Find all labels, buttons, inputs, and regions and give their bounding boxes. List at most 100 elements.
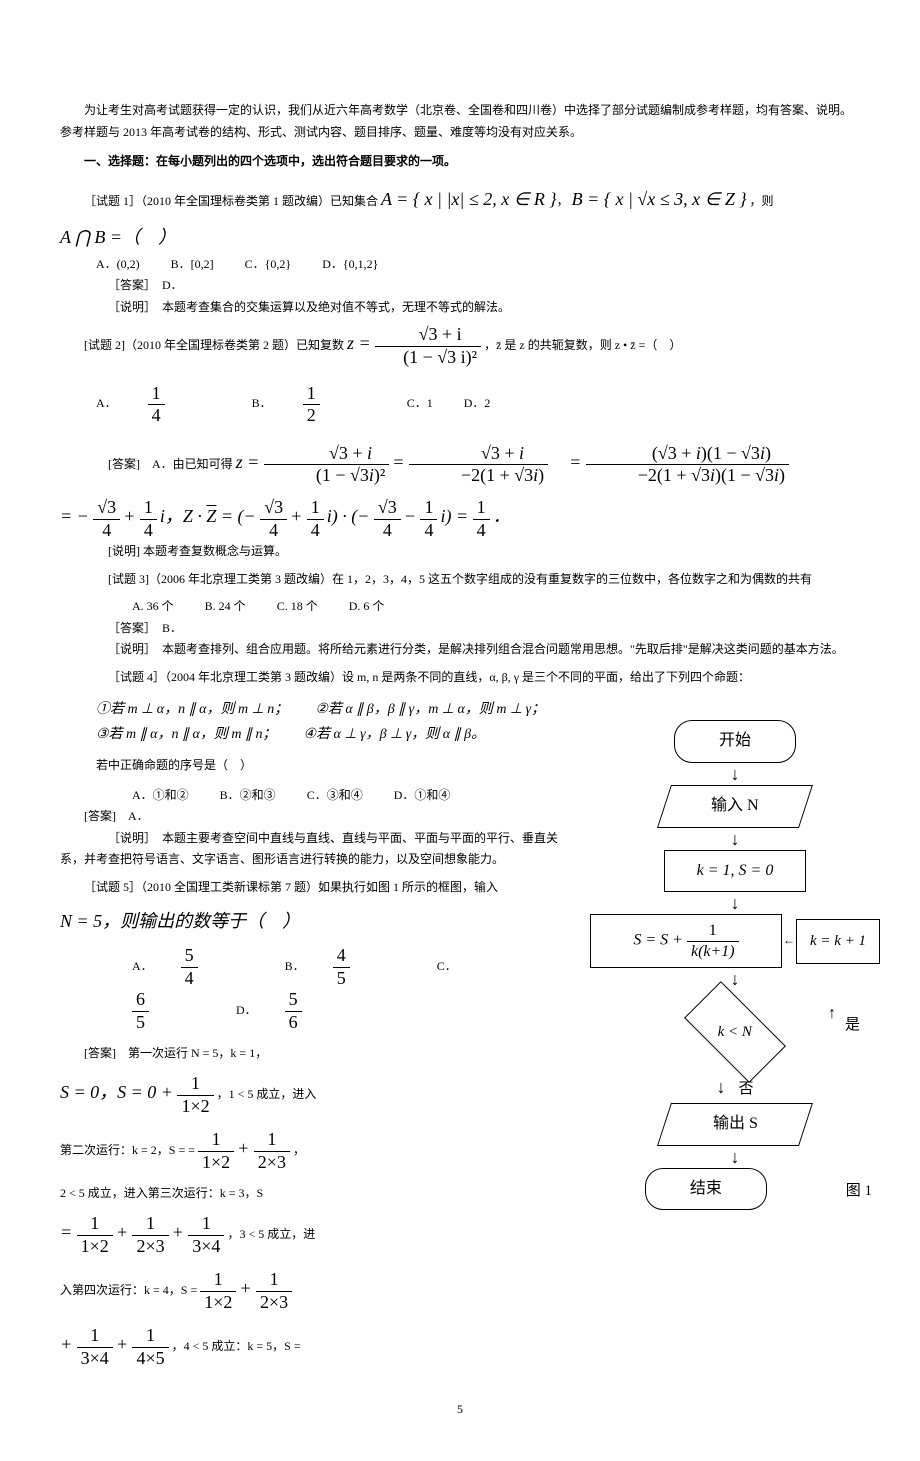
arrow-down-icon: ↓ [590, 765, 880, 783]
d: k(k+1) [691, 943, 735, 960]
q4-opt-d: D．①和④ [394, 788, 451, 802]
text: 第二次运行：k = 2，S = = [60, 1143, 198, 1157]
fc-caption: 图 1 [846, 1178, 880, 1205]
q1-opt-b: B．[0,2] [171, 257, 214, 271]
q1-answer: ［答案］ D． [60, 275, 860, 297]
n: 1 [198, 1129, 234, 1152]
n: 1 [132, 1325, 168, 1348]
q5-line1: S = 0，S = 0 + 11×2 ，1 < 5 成立，进入 [60, 1073, 570, 1117]
q2-opt-a: A． 14 [96, 396, 224, 410]
n: 6 [132, 989, 149, 1012]
text: S = 0，S = 0 + [60, 1082, 177, 1102]
q2-answer-line2: = − √34 + 14 i，Z · Z = (− √34 + 14 i) · … [60, 497, 860, 541]
q2-opt-a-label: A． [96, 396, 117, 410]
arrow-down-icon: ↓ [716, 1077, 725, 1097]
fc-no-label: 否 [738, 1081, 753, 1097]
q1-opt-d: D．{0,1,2} [322, 257, 378, 271]
q1-tail: ，则 [750, 194, 774, 208]
q5-line3: 2 < 5 成立，进入第三次运行：k = 3，S [60, 1183, 570, 1205]
label: A． [132, 959, 153, 973]
q2-note: [说明] 本题考查复数概念与运算。 [60, 541, 860, 563]
frac-den: 2 [303, 405, 320, 427]
d: 2×3 [256, 1292, 292, 1314]
frac-den: 4 [473, 520, 490, 542]
n: 1 [256, 1269, 292, 1292]
fc-end: 结束 [645, 1168, 767, 1211]
question-1: ［试题 1］（2010 年全国理标卷类第 1 题改编）已知集合 A = { x … [60, 183, 860, 215]
n: 5 [181, 945, 198, 968]
q2-opt-b: B． 12 [252, 396, 379, 410]
q2-z-num: √3 + i [375, 324, 481, 347]
q3-note: ［说明］ 本题考查排列、组合应用题。将所给元素进行分类，是解决排列组合混合问题常… [60, 639, 860, 661]
q4-opt-b: B．②和③ [220, 788, 276, 802]
q4-opt-a: A．①和② [132, 788, 189, 802]
d: 1×2 [200, 1292, 236, 1314]
q4-opt-c: C．③和④ [307, 788, 363, 802]
n: 1 [188, 1213, 224, 1236]
d: 1×2 [198, 1152, 234, 1174]
frac-num: 1 [473, 497, 490, 520]
q2-answer: [答案] A．由已知可得 z = √3 + i(1 − √3i)² = √3 +… [60, 443, 860, 487]
flowchart: 开始 ↓ 输入 N ↓ k = 1, S = 0 ↓ S = S + 1k(k+… [590, 720, 880, 1210]
q2-z-den: (1 − √3 i)² [375, 347, 481, 369]
label: C． [437, 959, 457, 973]
q3-opt-c: C. 18 个 [277, 599, 318, 613]
q5-line4: = 11×2 + 12×3 + 13×4 ，3 < 5 成立，进 [60, 1213, 570, 1257]
q1-setB: B = { x | √x ≤ 3, x ∈ Z } [572, 189, 747, 209]
fc-yes-label: 是 [845, 1012, 860, 1039]
text: [答案] 第一次运行 N = 5，k = 1， [84, 1046, 267, 1060]
q3-answer: ［答案］ B． [60, 618, 860, 640]
q1-options: A．(0,2) B．[0,2] C．{0,2} D．{0,1,2} [96, 254, 860, 276]
d: 5 [333, 968, 350, 990]
q5-line5: 入第四次运行：k = 4，S = 11×2 + 12×3 [60, 1269, 570, 1313]
frac-num: 1 [148, 383, 165, 406]
n: 1 [177, 1073, 213, 1096]
text: ，1 < 5 成立，进入 [217, 1087, 317, 1101]
label: D． [236, 1003, 257, 1017]
q5-opt-d: D．56 [236, 1003, 358, 1017]
fc-increment: k = k + 1 [796, 919, 880, 964]
fc-condition: k < N [684, 981, 786, 1083]
d: 1×2 [77, 1236, 113, 1258]
q5-opt-b: B．45 [285, 959, 406, 973]
arrow-down-icon: ↓ [590, 970, 880, 988]
q3-opt-b: B. 24 个 [205, 599, 246, 613]
page-number: 5 [60, 1399, 860, 1421]
q5-options: A．54 B．45 C．65 D．56 [132, 945, 570, 1033]
q4-p1: ①若 m ⊥ α，n ∥ α，则 m ⊥ n； [96, 702, 288, 717]
arrow-down-icon: ↓ [590, 894, 880, 912]
q1-opt-c: C．{0,2} [245, 257, 292, 271]
fc-input: 输入 N [657, 785, 813, 828]
text: ，3 < 5 成立，进 [227, 1227, 315, 1241]
text: k = k + 1 [810, 933, 866, 949]
arrow-down-icon: ↓ [590, 1148, 880, 1166]
q2-opt-d: D．2 [464, 396, 491, 410]
fc-update: S = S + 1k(k+1) [590, 914, 782, 967]
q5-stem2: N = 5，则输出的数等于（ ） [60, 905, 570, 937]
q5-answer-head: [答案] 第一次运行 N = 5，k = 1， [60, 1043, 570, 1065]
n: 1 [77, 1213, 113, 1236]
question-2: [试题 2]（2010 年全国理标卷类第 2 题）已知复数 z = √3 + i… [60, 324, 860, 368]
q4-note: ［说明］ 本题主要考查空间中直线与直线、直线与平面、平面与平面的平行、垂直关系，… [60, 828, 570, 871]
plus: + [172, 1222, 189, 1242]
n: 1 [200, 1269, 236, 1292]
q2-prefix: [试题 2]（2010 年全国理标卷类第 2 题）已知复数 [84, 338, 344, 352]
q1-note: ［说明］ 本题考查集合的交集运算以及绝对值不等式，无理不等式的解法。 [60, 297, 860, 319]
q2-opt-c: C．1 [407, 396, 433, 410]
text: k = 1, S = 0 [697, 862, 774, 879]
d: 3×4 [188, 1236, 224, 1258]
q1-stem2: A ⋂ B =（ ） [60, 221, 860, 253]
d: 3×4 [77, 1348, 113, 1370]
text: ， [293, 1143, 305, 1157]
n: 1 [132, 1213, 168, 1236]
q1-setA: A = { x | |x| ≤ 2, x ∈ R } [381, 189, 557, 209]
q4-p3: ③若 m ∥ α，n ∥ α，则 m ∥ n； [96, 727, 276, 742]
fc-start: 开始 [674, 720, 796, 763]
plus: + [239, 1278, 256, 1298]
n: 1 [254, 1129, 290, 1152]
q4-p2: ②若 α ∥ β，β ∥ γ，m ⊥ α，则 m ⊥ γ； [315, 702, 545, 717]
arrow-left-icon: ← [782, 930, 796, 952]
q1-opt-a: A．(0,2) [96, 257, 140, 271]
q2-opt-b-label: B． [252, 396, 272, 410]
q2-mid: ，z̄ 是 z 的共轭复数，则 z • z̄ =（ ） [484, 338, 681, 352]
